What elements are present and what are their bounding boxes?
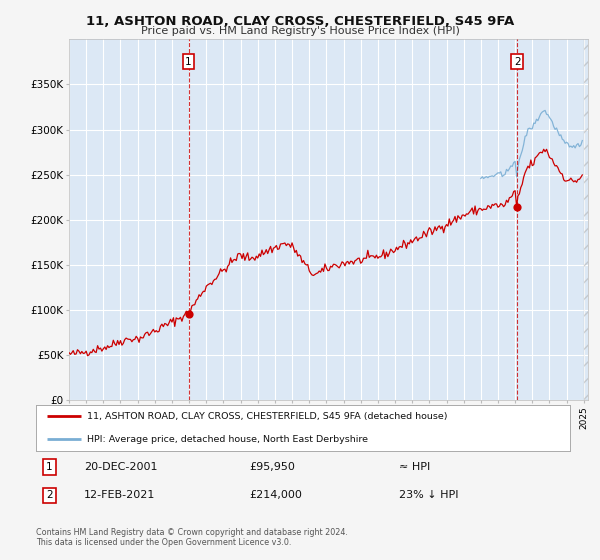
Text: 1: 1 [185,57,192,67]
Text: 1: 1 [46,461,53,472]
Text: This data is licensed under the Open Government Licence v3.0.: This data is licensed under the Open Gov… [36,538,292,547]
Text: 23% ↓ HPI: 23% ↓ HPI [399,491,458,501]
Text: 2: 2 [514,57,520,67]
Text: 11, ASHTON ROAD, CLAY CROSS, CHESTERFIELD, S45 9FA: 11, ASHTON ROAD, CLAY CROSS, CHESTERFIEL… [86,15,514,28]
Point [512,203,522,212]
Text: 11, ASHTON ROAD, CLAY CROSS, CHESTERFIELD, S45 9FA (detached house): 11, ASHTON ROAD, CLAY CROSS, CHESTERFIEL… [87,412,447,421]
Text: ≈ HPI: ≈ HPI [399,461,430,472]
Text: 20-DEC-2001: 20-DEC-2001 [84,461,158,472]
Bar [584,39,592,400]
Point [184,309,193,318]
Text: Price paid vs. HM Land Registry's House Price Index (HPI): Price paid vs. HM Land Registry's House … [140,26,460,36]
Text: HPI: Average price, detached house, North East Derbyshire: HPI: Average price, detached house, Nort… [87,435,368,444]
Text: £214,000: £214,000 [250,491,302,501]
Text: Contains HM Land Registry data © Crown copyright and database right 2024.: Contains HM Land Registry data © Crown c… [36,528,348,536]
Text: 12-FEB-2021: 12-FEB-2021 [84,491,155,501]
Text: 2: 2 [46,491,53,501]
Text: £95,950: £95,950 [250,461,295,472]
